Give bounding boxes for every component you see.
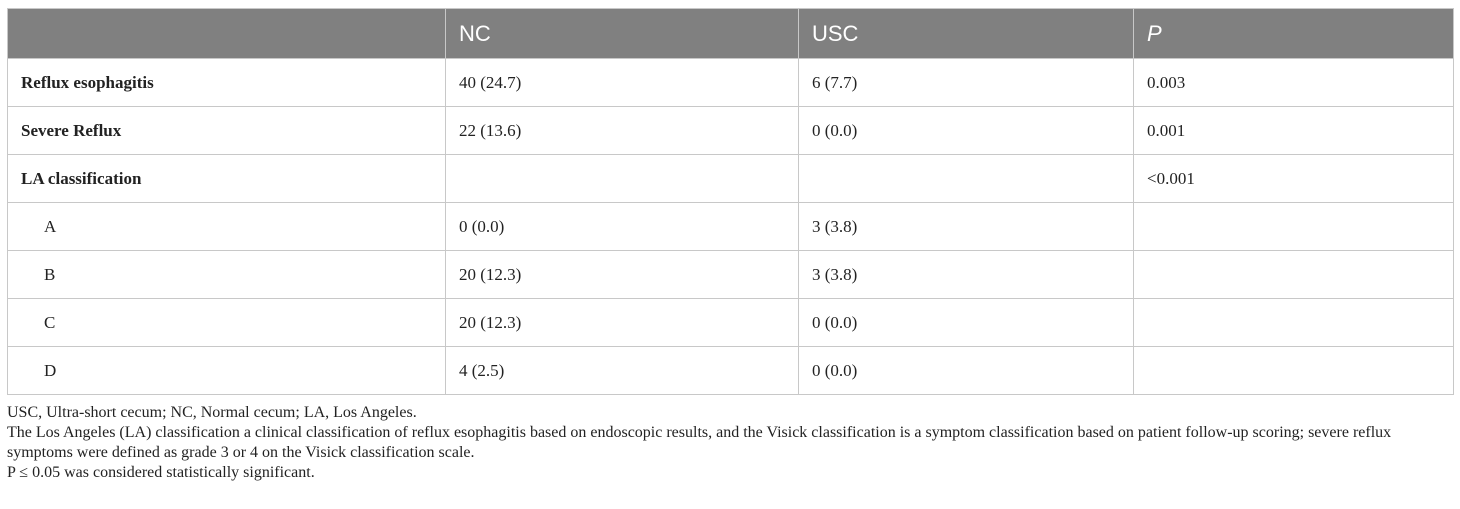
table-row: LA classification <0.001	[7, 154, 1454, 203]
cell	[1133, 346, 1454, 395]
cell	[1133, 250, 1454, 299]
row-label: B	[7, 250, 446, 299]
cell: 22 (13.6)	[445, 106, 799, 155]
cell: 3 (3.8)	[798, 202, 1134, 251]
cell: 0 (0.0)	[798, 106, 1134, 155]
header-cell: NC	[445, 8, 799, 59]
note: P ≤ 0.05 was considered statistically si…	[7, 464, 315, 481]
cell: 0 (0.0)	[798, 298, 1134, 347]
cell: 0.003	[1133, 58, 1454, 107]
cell: 40 (24.7)	[445, 58, 799, 107]
header-cell: P	[1133, 8, 1454, 59]
table-wrap: NC USC P Reflux esophagitis 40 (24.7) 6 (7.7…	[7, 8, 1454, 395]
cell	[445, 154, 799, 203]
header-cell: USC	[798, 8, 1134, 59]
row-label: C	[7, 298, 446, 347]
row-label: Severe Reflux	[7, 106, 446, 155]
cell: 20 (12.3)	[445, 250, 799, 299]
table-body: Reflux esophagitis 40 (24.7) 6 (7.7) 0.003 S…	[7, 58, 1454, 395]
table-row: Reflux esophagitis 40 (24.7) 6 (7.7) 0.003	[7, 58, 1454, 107]
table-row: B 20 (12.3) 3 (3.8)	[7, 250, 1454, 299]
table-row: C 20 (12.3) 0 (0.0)	[7, 298, 1454, 347]
header-cell	[7, 8, 446, 59]
row-label: Reflux esophagitis	[7, 58, 446, 107]
cell: 6 (7.7)	[798, 58, 1134, 107]
row-label: A	[7, 202, 446, 251]
cell	[1133, 202, 1454, 251]
cell: 0.001	[1133, 106, 1454, 155]
cell: <0.001	[1133, 154, 1454, 203]
cell: 4 (2.5)	[445, 346, 799, 395]
row-label: LA classification	[7, 154, 446, 203]
cell	[1133, 298, 1454, 347]
cell: 3 (3.8)	[798, 250, 1134, 299]
header-row: NC USC P	[7, 8, 1454, 59]
notes: USC, Ultra-short cecum; NC, Normal cecum…	[7, 403, 1453, 483]
cell	[798, 154, 1134, 203]
table-row: Severe Reflux 22 (13.6) 0 (0.0) 0.001	[7, 106, 1454, 155]
cell: 0 (0.0)	[445, 202, 799, 251]
cell: 20 (12.3)	[445, 298, 799, 347]
note: USC, Ultra-short cecum; NC, Normal cecum…	[7, 404, 417, 421]
note: The Los Angeles (LA) classification a cl…	[7, 424, 1392, 461]
cell: 0 (0.0)	[798, 346, 1134, 395]
table: NC USC P Reflux esophagitis 40 (24.7) 6 (7.7…	[7, 8, 1454, 395]
row-label: D	[7, 346, 446, 395]
